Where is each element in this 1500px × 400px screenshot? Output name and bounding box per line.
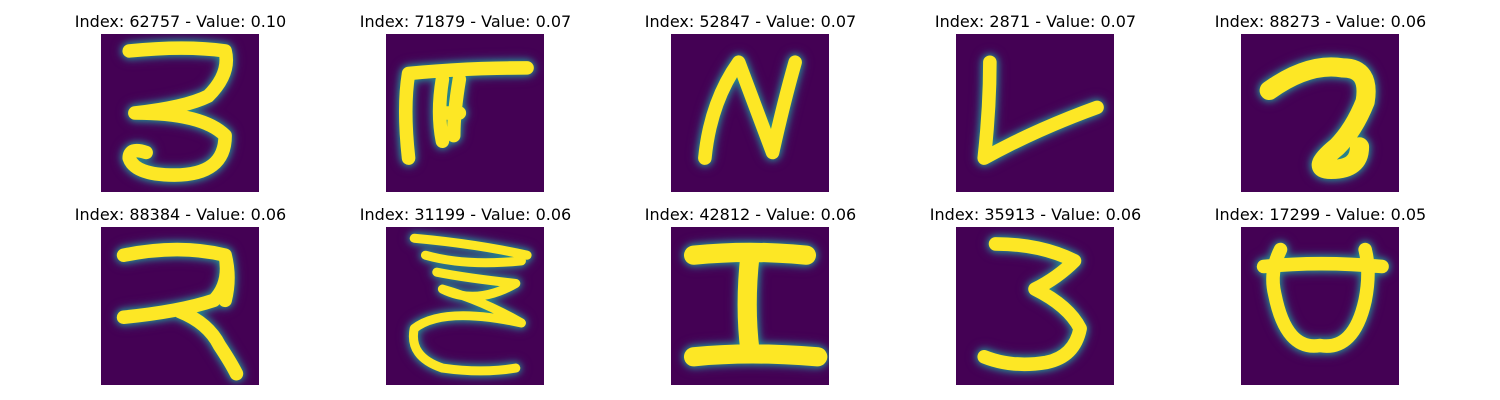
panel-title: Index: 62757 - Value: 0.10	[74, 12, 287, 31]
panel: Index: 31199 - Value: 0.06	[323, 205, 608, 395]
glyph-image	[386, 34, 544, 192]
glyph-image	[671, 227, 829, 385]
panel: Index: 17299 - Value: 0.05	[1178, 205, 1463, 395]
panel-title: Index: 88384 - Value: 0.06	[74, 205, 287, 224]
panel: Index: 62757 - Value: 0.10	[38, 12, 323, 202]
glyph-image	[386, 227, 544, 385]
glyph-image	[956, 34, 1114, 192]
panel-title: Index: 71879 - Value: 0.07	[359, 12, 572, 31]
panel-title: Index: 88273 - Value: 0.06	[1214, 12, 1427, 31]
glyph-image	[956, 227, 1114, 385]
panel: Index: 71879 - Value: 0.07	[323, 12, 608, 202]
panel-title: Index: 42812 - Value: 0.06	[644, 205, 857, 224]
glyph-image	[1241, 34, 1399, 192]
panel: Index: 88384 - Value: 0.06	[38, 205, 323, 395]
glyph-image	[671, 34, 829, 192]
panel: Index: 42812 - Value: 0.06	[608, 205, 893, 395]
panel: Index: 52847 - Value: 0.07	[608, 12, 893, 202]
panel-title: Index: 17299 - Value: 0.05	[1214, 205, 1427, 224]
glyph-image	[1241, 227, 1399, 385]
glyph-image	[101, 34, 259, 192]
glyph-image	[101, 227, 259, 385]
panel: Index: 35913 - Value: 0.06	[893, 205, 1178, 395]
panel-title: Index: 52847 - Value: 0.07	[644, 12, 857, 31]
panel-title: Index: 31199 - Value: 0.06	[359, 205, 572, 224]
panel: Index: 2871 - Value: 0.07	[893, 12, 1178, 202]
panel-title: Index: 35913 - Value: 0.06	[929, 205, 1142, 224]
panel: Index: 88273 - Value: 0.06	[1178, 12, 1463, 202]
panel-title: Index: 2871 - Value: 0.07	[934, 12, 1137, 31]
